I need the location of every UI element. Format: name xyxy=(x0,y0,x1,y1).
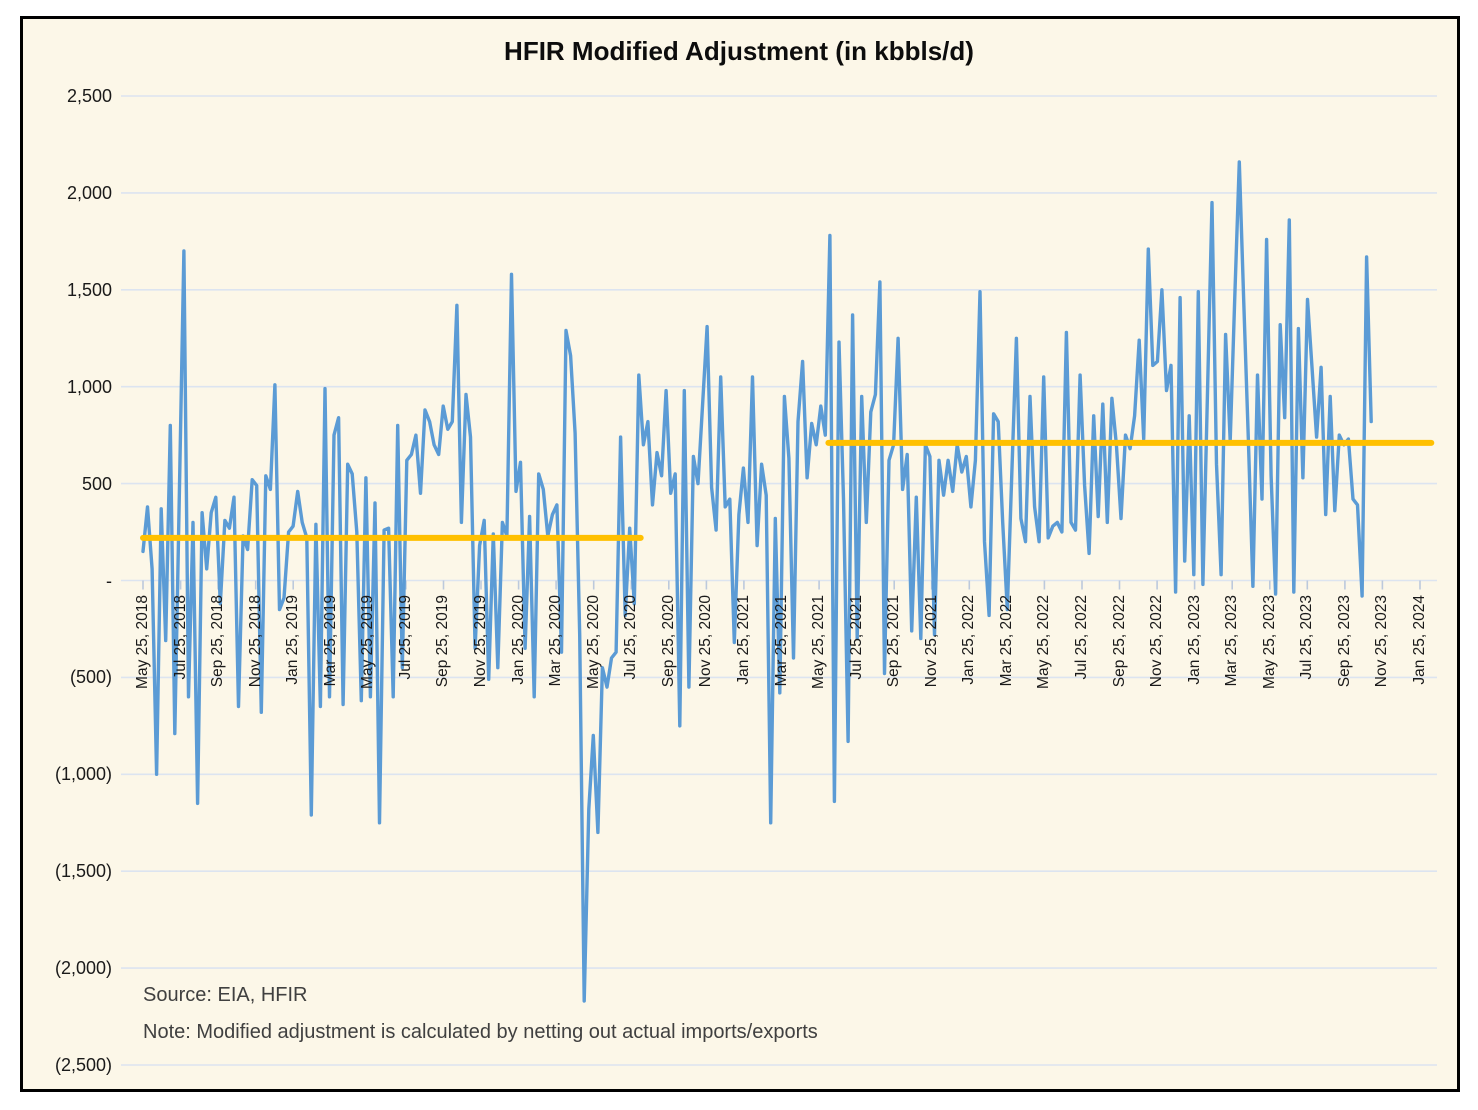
x-axis-label: Jan 25, 2022 xyxy=(960,595,977,685)
x-axis-label: Jan 25, 2019 xyxy=(284,595,301,685)
y-axis-label: 1,000 xyxy=(66,377,112,397)
x-axis-label: Mar 25, 2023 xyxy=(1223,595,1240,687)
y-axis-label: (1,500) xyxy=(54,861,112,881)
x-axis-label: Sep 25, 2018 xyxy=(209,595,226,688)
x-axis-label: May 25, 2019 xyxy=(359,595,376,689)
x-axis-label: May 25, 2020 xyxy=(585,595,602,689)
x-axis-label: Mar 25, 2021 xyxy=(773,595,790,687)
chart-title: HFIR Modified Adjustment (in kbbls/d) xyxy=(504,36,974,66)
x-axis-label: Sep 25, 2023 xyxy=(1336,595,1353,688)
y-axis-label: 2,000 xyxy=(66,183,112,203)
x-axis-label: Nov 25, 2018 xyxy=(247,595,264,688)
x-axis-label: Nov 25, 2022 xyxy=(1148,595,1165,688)
x-axis-label: May 25, 2022 xyxy=(1035,595,1052,689)
x-axis-label: May 25, 2021 xyxy=(810,595,827,689)
x-axis-label: Jan 25, 2020 xyxy=(510,595,527,685)
x-axis-label: Sep 25, 2021 xyxy=(885,595,902,688)
x-axis-label: Nov 25, 2019 xyxy=(472,595,489,688)
y-axis-label: - xyxy=(106,571,112,591)
y-axis-label: (2,500) xyxy=(54,1055,112,1075)
x-axis-label: Jul 25, 2019 xyxy=(397,595,414,680)
y-axis-label: (500) xyxy=(69,667,112,687)
x-axis-label: Jul 25, 2018 xyxy=(172,595,189,680)
x-axis-label: Nov 25, 2020 xyxy=(697,595,714,688)
x-axis-label: Nov 25, 2023 xyxy=(1373,595,1390,688)
y-axis-label: (2,000) xyxy=(54,958,112,978)
x-axis-label: Mar 25, 2020 xyxy=(547,595,564,687)
y-axis-label: 1,500 xyxy=(66,280,112,300)
x-axis-label: Mar 25, 2022 xyxy=(998,595,1015,687)
y-axis-label: (1,000) xyxy=(54,764,112,784)
x-axis-label: Mar 25, 2019 xyxy=(322,595,339,687)
x-axis-label: Jan 25, 2024 xyxy=(1411,595,1428,685)
x-axis-label: Sep 25, 2022 xyxy=(1111,595,1128,688)
method-note: Note: Modified adjustment is calculated … xyxy=(143,1021,818,1043)
x-axis-label: Jan 25, 2021 xyxy=(735,595,752,685)
series-line xyxy=(141,160,1373,1003)
x-axis-label: Sep 25, 2019 xyxy=(434,595,451,688)
x-axis-label: Jul 25, 2023 xyxy=(1298,595,1315,680)
source-note: Source: EIA, HFIR xyxy=(143,984,308,1006)
x-axis-label: Jul 25, 2021 xyxy=(848,595,865,680)
x-axis-label: Nov 25, 2021 xyxy=(923,595,940,688)
x-axis-label: May 25, 2018 xyxy=(134,595,151,689)
y-axis-label: 500 xyxy=(81,474,112,494)
x-axis-label: Jan 25, 2023 xyxy=(1186,595,1203,685)
y-axis-label: 2,500 xyxy=(66,86,112,106)
x-axis-label: Jul 25, 2022 xyxy=(1073,595,1090,680)
x-axis-label: Sep 25, 2020 xyxy=(660,595,677,688)
x-axis-label: May 25, 2023 xyxy=(1261,595,1278,689)
x-axis-label: Jul 25, 2020 xyxy=(622,595,639,680)
